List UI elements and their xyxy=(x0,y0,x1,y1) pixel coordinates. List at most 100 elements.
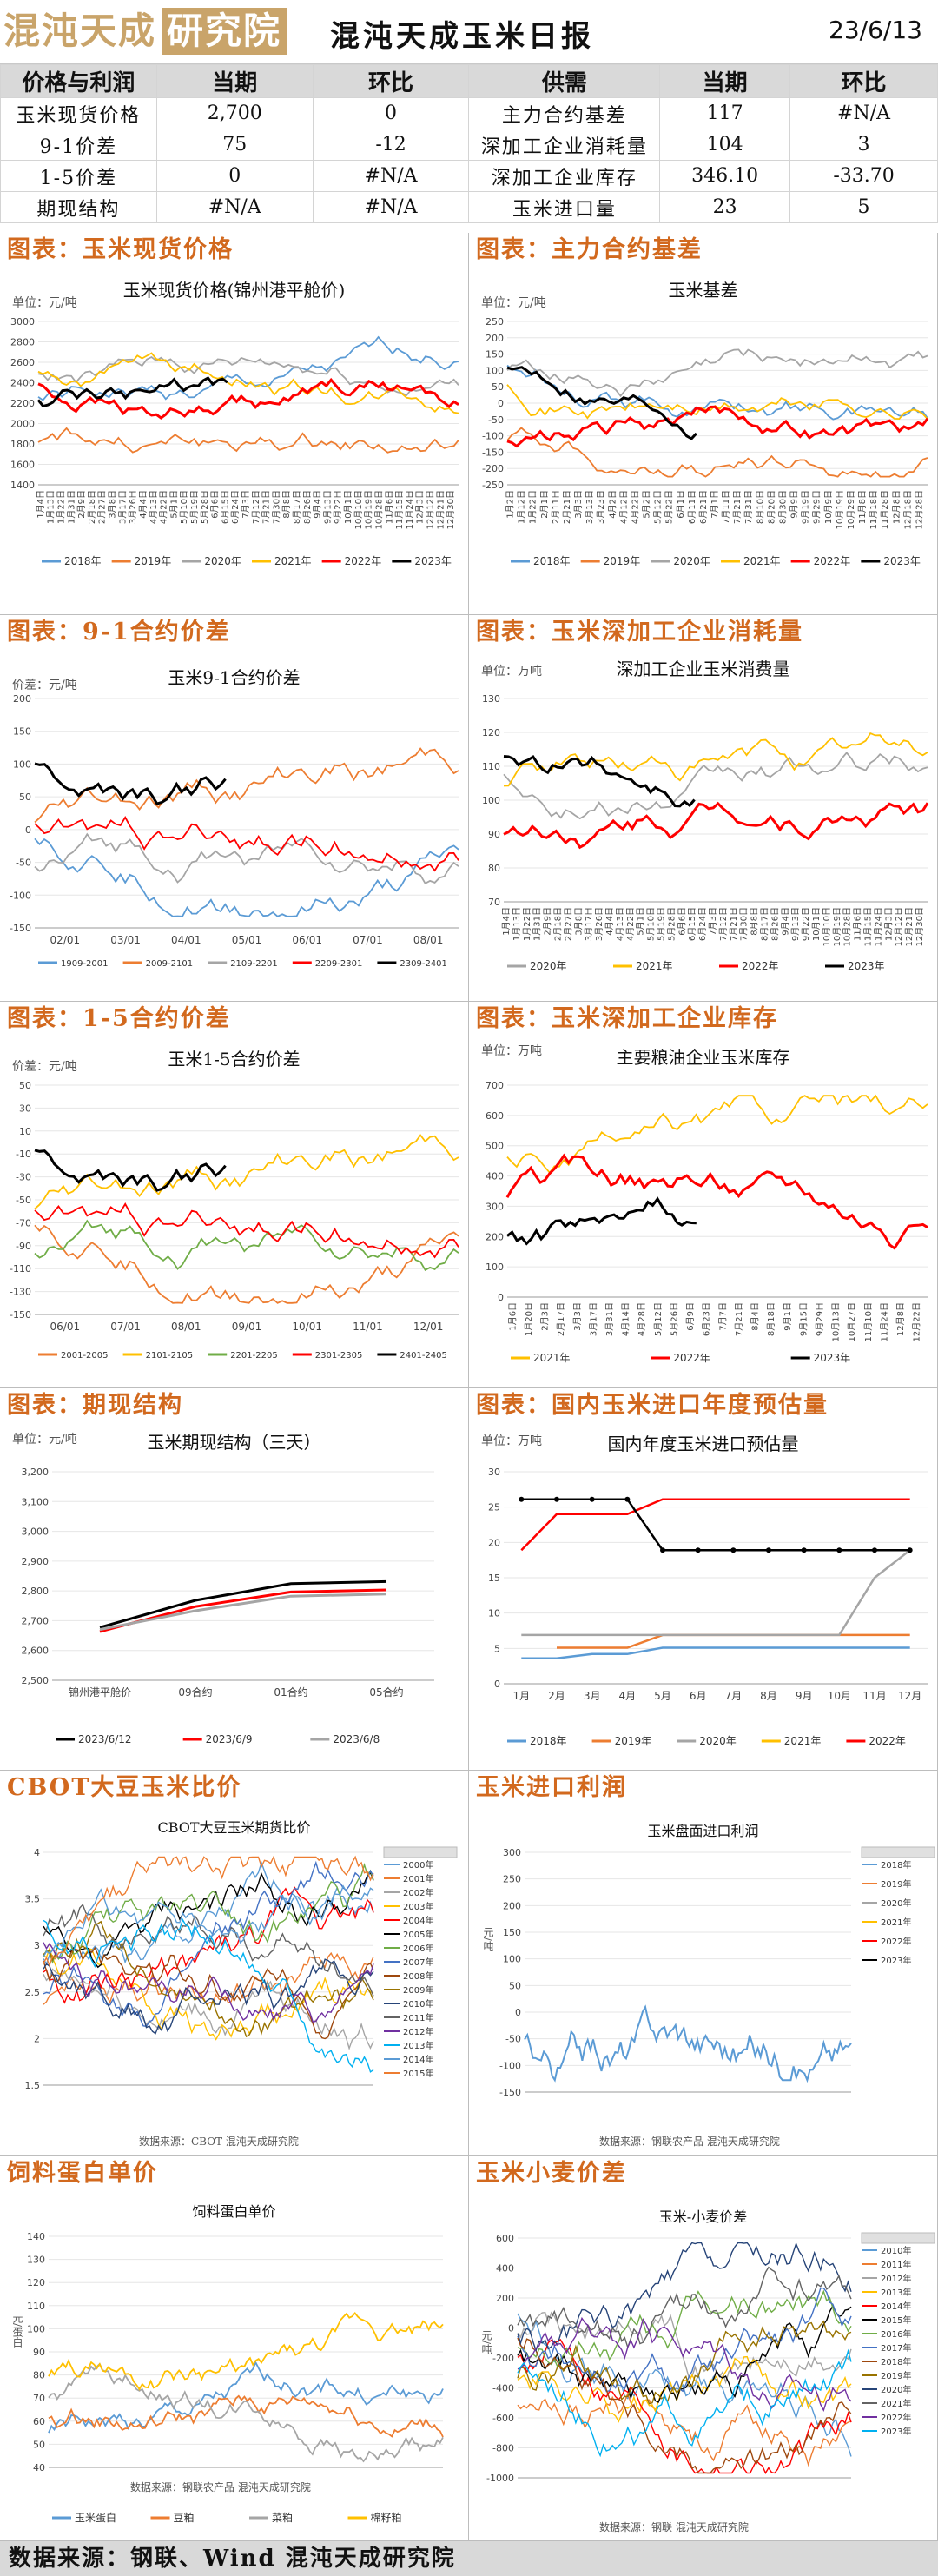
y-tick-label: 10 xyxy=(488,1608,500,1619)
series-line xyxy=(517,2266,852,2350)
chart-unit: 价差：元/吨 xyxy=(12,1060,77,1074)
y-tick-label: 10 xyxy=(19,1126,31,1137)
x-tick-label: 6月21日 xyxy=(698,490,709,524)
legend-label: 2005年 xyxy=(403,1929,433,1940)
x-tick-label: 03/01 xyxy=(110,934,141,946)
legend-label: 2209-2301 xyxy=(315,959,363,969)
panel-title: 图表：1-5合约价差 xyxy=(7,1005,231,1032)
y-tick-label: 0 xyxy=(515,2007,521,2018)
legend-label: 2020年 xyxy=(881,1897,911,1909)
x-tick-label: 11月6日 xyxy=(384,490,394,524)
y-tick-label: 300 xyxy=(503,1847,521,1858)
series-line xyxy=(517,2320,852,2405)
x-tick-label: 7月 xyxy=(725,1690,743,1702)
x-tick-label: 7月3日 xyxy=(241,490,251,519)
x-tick-label: 3月17日 xyxy=(588,1302,598,1336)
panel-title: 玉米小麦价差 xyxy=(476,2160,627,2187)
series-line xyxy=(506,366,697,440)
x-tick-label: 8月20日 xyxy=(766,490,776,524)
x-tick-label: 11月6日 xyxy=(853,907,863,941)
legend-label: 2018年 xyxy=(533,555,571,567)
y-tick-label: 200 xyxy=(486,333,504,344)
x-tick-label: 5月12日 xyxy=(653,1302,664,1336)
y-tick-label: 200 xyxy=(13,693,31,705)
legend-label: 2000年 xyxy=(403,1859,433,1871)
y-tick-label: 50 xyxy=(33,2439,45,2450)
y-tick-label: 0 xyxy=(508,2323,514,2334)
panel-cbot: CBOT大豆玉米比价 CBOT大豆玉米期货比价 数据来源：CBOT 混沌天成研究… xyxy=(0,1771,469,2156)
legend-label: 2021年 xyxy=(784,1735,822,1747)
x-tick-label: 12月21日 xyxy=(435,490,446,529)
chart-unit: 单位：万吨 xyxy=(481,665,542,679)
legend-label: 2017年 xyxy=(881,2342,911,2354)
x-tick-label: 6月24日 xyxy=(230,490,241,524)
y-tick-label: -150 xyxy=(10,923,31,934)
y-tick-label: 40 xyxy=(33,2462,45,2473)
x-tick-label: 12月3日 xyxy=(883,907,894,941)
x-tick-label: 4月13日 xyxy=(149,490,159,524)
y-tick-label: 100 xyxy=(486,1262,504,1273)
chart-unit: 单位：万吨 xyxy=(481,1044,542,1058)
kpi-cell: 1-5价差 xyxy=(0,160,157,192)
x-tick-label: 4月22日 xyxy=(630,490,640,524)
series-line xyxy=(506,364,928,421)
y-tick-label: 80 xyxy=(488,863,500,874)
x-tick-label: 10月1日 xyxy=(343,490,353,524)
legend-label: 2018年 xyxy=(64,555,102,567)
legend-label: 2018年 xyxy=(881,2356,911,2367)
x-tick-label: 9月19日 xyxy=(801,490,811,524)
y-tick-label: 100 xyxy=(482,795,500,806)
y-tick-label: 100 xyxy=(13,758,31,770)
y-tick-label: 2400 xyxy=(10,378,35,389)
series-line xyxy=(43,1860,374,1966)
series-line xyxy=(517,2339,852,2475)
y-tick-label: 0 xyxy=(494,1679,500,1690)
y-tick-label: 50 xyxy=(492,381,504,393)
x-tick-label: 3月3日 xyxy=(572,1302,583,1331)
x-tick-label: 11月18日 xyxy=(869,490,879,529)
y-tick-label: 130 xyxy=(482,693,500,705)
x-tick-label: 7月12日 xyxy=(718,907,729,941)
y-tick-label: 130 xyxy=(27,2255,45,2266)
series-point xyxy=(801,1547,807,1553)
y-tick-label: -100 xyxy=(499,2060,521,2071)
x-tick-label: 1月31日 xyxy=(532,907,543,941)
legend-label: 2023/6/9 xyxy=(206,1733,253,1745)
y-tick-label: -110 xyxy=(10,1263,31,1275)
kpi-header-cell: 当期 xyxy=(155,64,314,98)
x-tick-label: 12月28日 xyxy=(914,490,924,529)
series-point xyxy=(519,1496,525,1502)
legend-label: 2109-2201 xyxy=(230,959,278,969)
x-tick-label: 7月21日 xyxy=(261,490,272,524)
x-tick-label: 8月30日 xyxy=(777,490,788,524)
y-tick-label: -800 xyxy=(492,2443,514,2454)
y-tick-label: 2,800 xyxy=(22,1586,50,1597)
legend-label: 2023年 xyxy=(414,555,452,567)
kpi-cell: 3 xyxy=(789,129,938,161)
y-tick-label: -100 xyxy=(482,431,504,442)
y-tick-label: 110 xyxy=(482,761,500,772)
legend-label: 2012年 xyxy=(403,2026,433,2037)
y-tick-label: 5 xyxy=(494,1643,500,1654)
x-tick-label: 6月23日 xyxy=(702,1302,712,1336)
y-tick-label: 30 xyxy=(488,1467,500,1478)
series-line xyxy=(34,1202,459,1259)
legend-label: 2019年 xyxy=(604,555,641,567)
x-tick-label: 3月8日 xyxy=(573,907,584,936)
y-tick-label: 50 xyxy=(19,791,31,803)
wheat-spread-chart: 600 400 200 0 -200 -400 -600 -800 -1000 2010年 2011… xyxy=(486,2232,935,2484)
x-tick-label: 7月1日 xyxy=(710,490,720,519)
kpi-cell: 玉米现货价格 xyxy=(0,97,157,129)
chart-title: 主要粮油企业玉米库存 xyxy=(616,1047,790,1068)
series-line xyxy=(34,762,227,805)
legend-label: 2007年 xyxy=(403,1957,433,1968)
panel-title: 图表：玉米深加工企业库存 xyxy=(476,1005,778,1032)
x-tick-label: 6月6日 xyxy=(210,490,221,519)
spot-price-chart: 3000 2800 2600 2400 2200 2000 1800 1600 14001月4日… xyxy=(10,316,459,567)
x-tick-label: 10/01 xyxy=(292,1321,322,1333)
x-tick-label: 8月17日 xyxy=(760,907,770,941)
series-line xyxy=(503,751,928,820)
series-line xyxy=(34,1219,459,1271)
x-tick-label: 12月30日 xyxy=(446,490,456,529)
panel-inventory: 图表：玉米深加工企业库存 主要粮油企业玉米库存 单位：万吨 700 600 500 4… xyxy=(469,1002,938,1388)
